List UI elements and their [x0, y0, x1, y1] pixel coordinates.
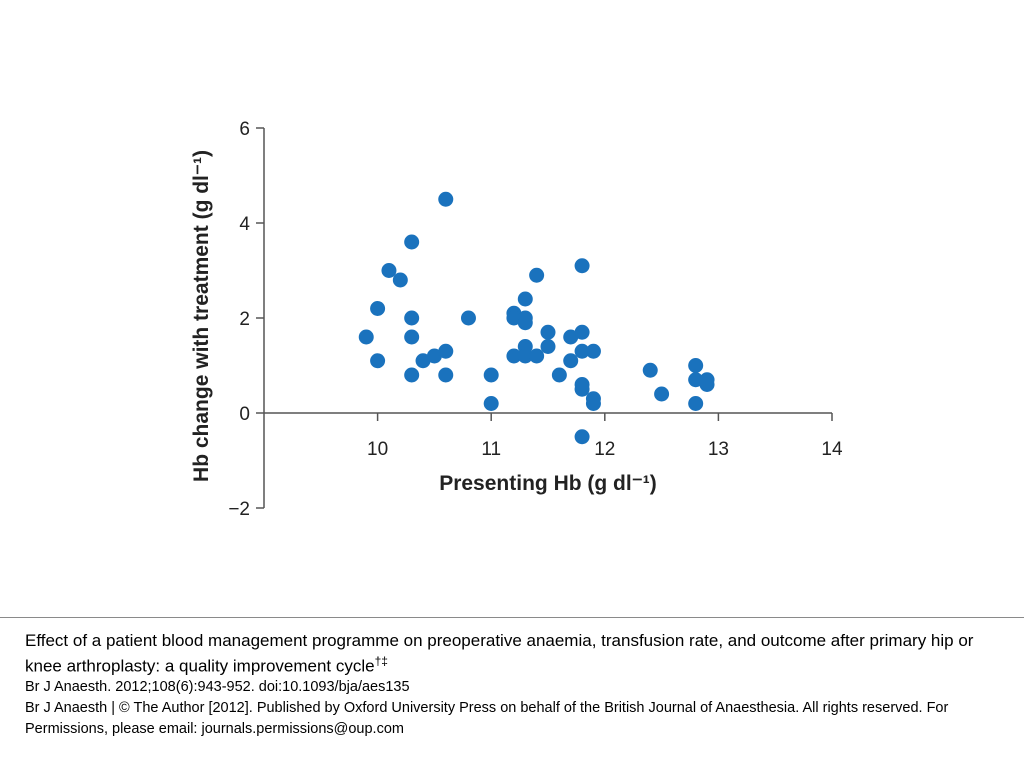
data-point: [370, 301, 386, 316]
journal-citation: Br J Anaesth. 2012;108(6):943-952. doi:1…: [25, 678, 410, 695]
y-tick-label: 2: [239, 309, 250, 330]
data-point: [517, 315, 533, 331]
data-point: [574, 258, 590, 274]
data-point: [654, 386, 670, 402]
article-title-text: Effect of a patient blood management pro…: [25, 631, 974, 676]
y-axis-label: Hb change with treatment (g dl⁻¹): [190, 150, 213, 482]
data-point: [688, 396, 704, 411]
x-tick-label: 14: [821, 439, 843, 460]
data-point: [517, 291, 533, 307]
y-tick-label: 4: [239, 214, 250, 235]
data-point: [506, 348, 522, 364]
data-point: [438, 343, 454, 359]
data-point: [483, 396, 499, 411]
x-axis-label: Presenting Hb (g dl⁻¹): [439, 472, 657, 495]
data-point: [529, 267, 545, 283]
footnote-marks: †‡: [374, 654, 388, 668]
chart-points: [358, 191, 715, 445]
data-point: [358, 329, 374, 345]
x-tick-label: 10: [367, 439, 388, 460]
y-tick-label: 6: [239, 119, 250, 140]
data-point: [426, 348, 442, 364]
article-title: Effect of a patient blood management pro…: [25, 630, 985, 677]
data-point: [517, 348, 533, 364]
data-point: [404, 367, 420, 383]
data-point: [460, 310, 476, 326]
data-point: [563, 353, 579, 369]
data-point: [415, 353, 431, 369]
data-point: [699, 377, 715, 392]
data-point: [506, 310, 522, 326]
chart-axes: −2 0 2 4 6 10 11 12 13 14: [228, 119, 843, 520]
data-point: [642, 362, 658, 378]
data-point: [529, 348, 545, 364]
data-point: [483, 367, 499, 383]
data-point: [563, 329, 579, 345]
data-point: [551, 367, 567, 383]
data-point: [688, 358, 704, 373]
data-point: [404, 329, 420, 345]
data-point: [404, 234, 420, 250]
data-point: [574, 381, 590, 397]
data-point: [540, 324, 556, 340]
data-point: [404, 310, 420, 326]
y-tick-label: 0: [239, 404, 250, 425]
data-point: [585, 396, 601, 411]
citation-block: Effect of a patient blood management pro…: [25, 630, 985, 740]
data-point: [438, 191, 454, 207]
data-point: [438, 367, 454, 383]
data-point: [392, 272, 408, 288]
copyright-notice: Br J Anaesth | © The Author [2012]. Publ…: [25, 699, 949, 737]
data-point: [574, 429, 590, 445]
x-tick-label: 12: [594, 439, 615, 460]
x-tick-label: 11: [481, 439, 501, 460]
data-point: [574, 324, 590, 340]
data-point: [688, 372, 704, 388]
x-tick-label: 13: [708, 439, 729, 460]
data-point: [381, 263, 397, 278]
citation-footer: Effect of a patient blood management pro…: [0, 617, 1024, 768]
data-point: [585, 343, 601, 359]
data-point: [574, 343, 590, 359]
data-point: [370, 353, 386, 369]
data-point: [540, 339, 556, 354]
y-tick-label: −2: [228, 499, 250, 520]
